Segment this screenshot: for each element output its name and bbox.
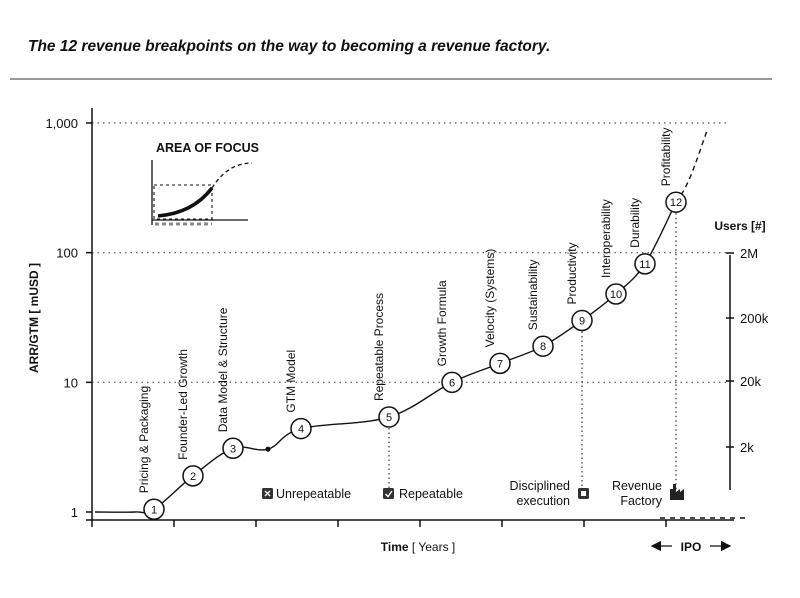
milestone-label: Pricing & Packaging (137, 386, 151, 493)
y2-tick-label: 2k (740, 440, 754, 455)
inset-future-curve (211, 162, 253, 189)
milestone-number: 5 (386, 412, 392, 424)
milestone-number: 1 (151, 504, 157, 516)
legend-label-repeatable: Repeatable (399, 487, 463, 501)
chart-title: The 12 revenue breakpoints on the way to… (28, 38, 551, 55)
milestone-marker (378, 406, 400, 428)
x-axis-title: Time [ Years ] (381, 540, 456, 554)
milestone-marker (489, 352, 511, 375)
y-axis-title: ARR/GTM [ mUSD ] (27, 263, 41, 373)
legend-label-factory-line2: Factory (620, 494, 662, 508)
y-tick-label: 100 (56, 246, 78, 261)
square-box-icon (578, 488, 589, 499)
milestone-label: Velocity (Systems) (483, 249, 497, 348)
milestone-label: Durability (628, 198, 642, 248)
milestone-label: GTM Model (284, 350, 298, 413)
milestone-number: 7 (497, 358, 503, 370)
milestone-label: Sustainability (526, 259, 540, 330)
milestone-number: 12 (670, 197, 682, 209)
legend-label-factory-line1: Revenue (612, 479, 662, 493)
milestone-number: 4 (298, 424, 304, 436)
milestone-number: 3 (230, 443, 236, 455)
y-tick-label: 1 (71, 505, 78, 520)
legend-label-disciplined-line2: execution (516, 494, 570, 508)
milestone-marker (222, 437, 244, 460)
y-tick-label: 10 (64, 375, 78, 390)
title-divider (10, 78, 772, 80)
milestone-label: Growth Formula (435, 280, 449, 366)
milestone-label: Interoperability (599, 199, 613, 278)
milestone-label: Repeatable Process (372, 293, 386, 401)
ipo-label: IPO (681, 540, 702, 554)
milestone-label: Productivity (565, 242, 579, 304)
milestone-marker (143, 498, 165, 521)
milestone-number: 8 (540, 341, 546, 353)
milestone-number: 2 (190, 471, 196, 483)
inset-focus-curve (157, 186, 214, 218)
y2-tick-label: 200k (740, 311, 769, 326)
milestone-label: Founder-Led Growth (176, 349, 190, 460)
milestone-marker (634, 253, 656, 275)
x-axis-title-bold: Time (381, 540, 409, 554)
milestone-label: Profitability (659, 128, 673, 187)
legend-label-unrepeatable: Unrepeatable (276, 487, 351, 501)
check-box-icon (383, 488, 394, 499)
milestone-marker (532, 335, 554, 357)
milestone-number: 6 (449, 377, 455, 389)
x-axis-title-unit: [ Years ] (409, 540, 456, 554)
plateau-point (265, 446, 271, 452)
milestone-label: Data Model & Structure (216, 307, 230, 432)
milestone-number: 11 (639, 259, 650, 271)
milestone-marker (441, 371, 463, 394)
y-tick-label: 1,000 (45, 116, 78, 131)
milestone-marker (605, 283, 627, 305)
y2-tick-label: 20k (740, 374, 761, 389)
inset-title: AREA OF FOCUS (156, 141, 259, 155)
legend-label-disciplined-line1: Disciplined (510, 479, 570, 493)
y2-axis-title: Users [#] (714, 219, 765, 233)
milestone-marker (290, 417, 312, 440)
inset-focus-box (153, 184, 213, 220)
milestone-number: 10 (610, 289, 622, 301)
milestone-marker (182, 465, 204, 487)
milestone-marker (665, 191, 687, 213)
arr-projection-line (675, 127, 709, 203)
x-box-icon (262, 488, 273, 499)
y2-tick-label: 2M (740, 246, 758, 261)
milestone-marker (571, 309, 593, 332)
factory-icon (670, 484, 684, 500)
milestone-number: 9 (579, 315, 585, 327)
